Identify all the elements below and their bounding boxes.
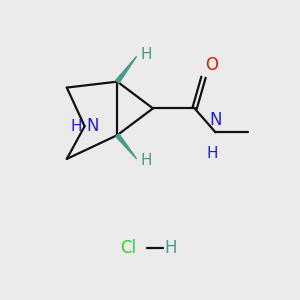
Text: N: N: [86, 117, 99, 135]
Text: Cl: Cl: [120, 239, 136, 257]
Text: H: H: [140, 47, 152, 62]
Text: N: N: [209, 111, 222, 129]
Polygon shape: [116, 134, 136, 159]
Polygon shape: [116, 56, 136, 83]
Text: H: H: [71, 119, 82, 134]
Text: H: H: [206, 146, 218, 160]
Text: H: H: [165, 239, 177, 257]
Text: O: O: [205, 56, 218, 74]
Text: H: H: [140, 153, 152, 168]
